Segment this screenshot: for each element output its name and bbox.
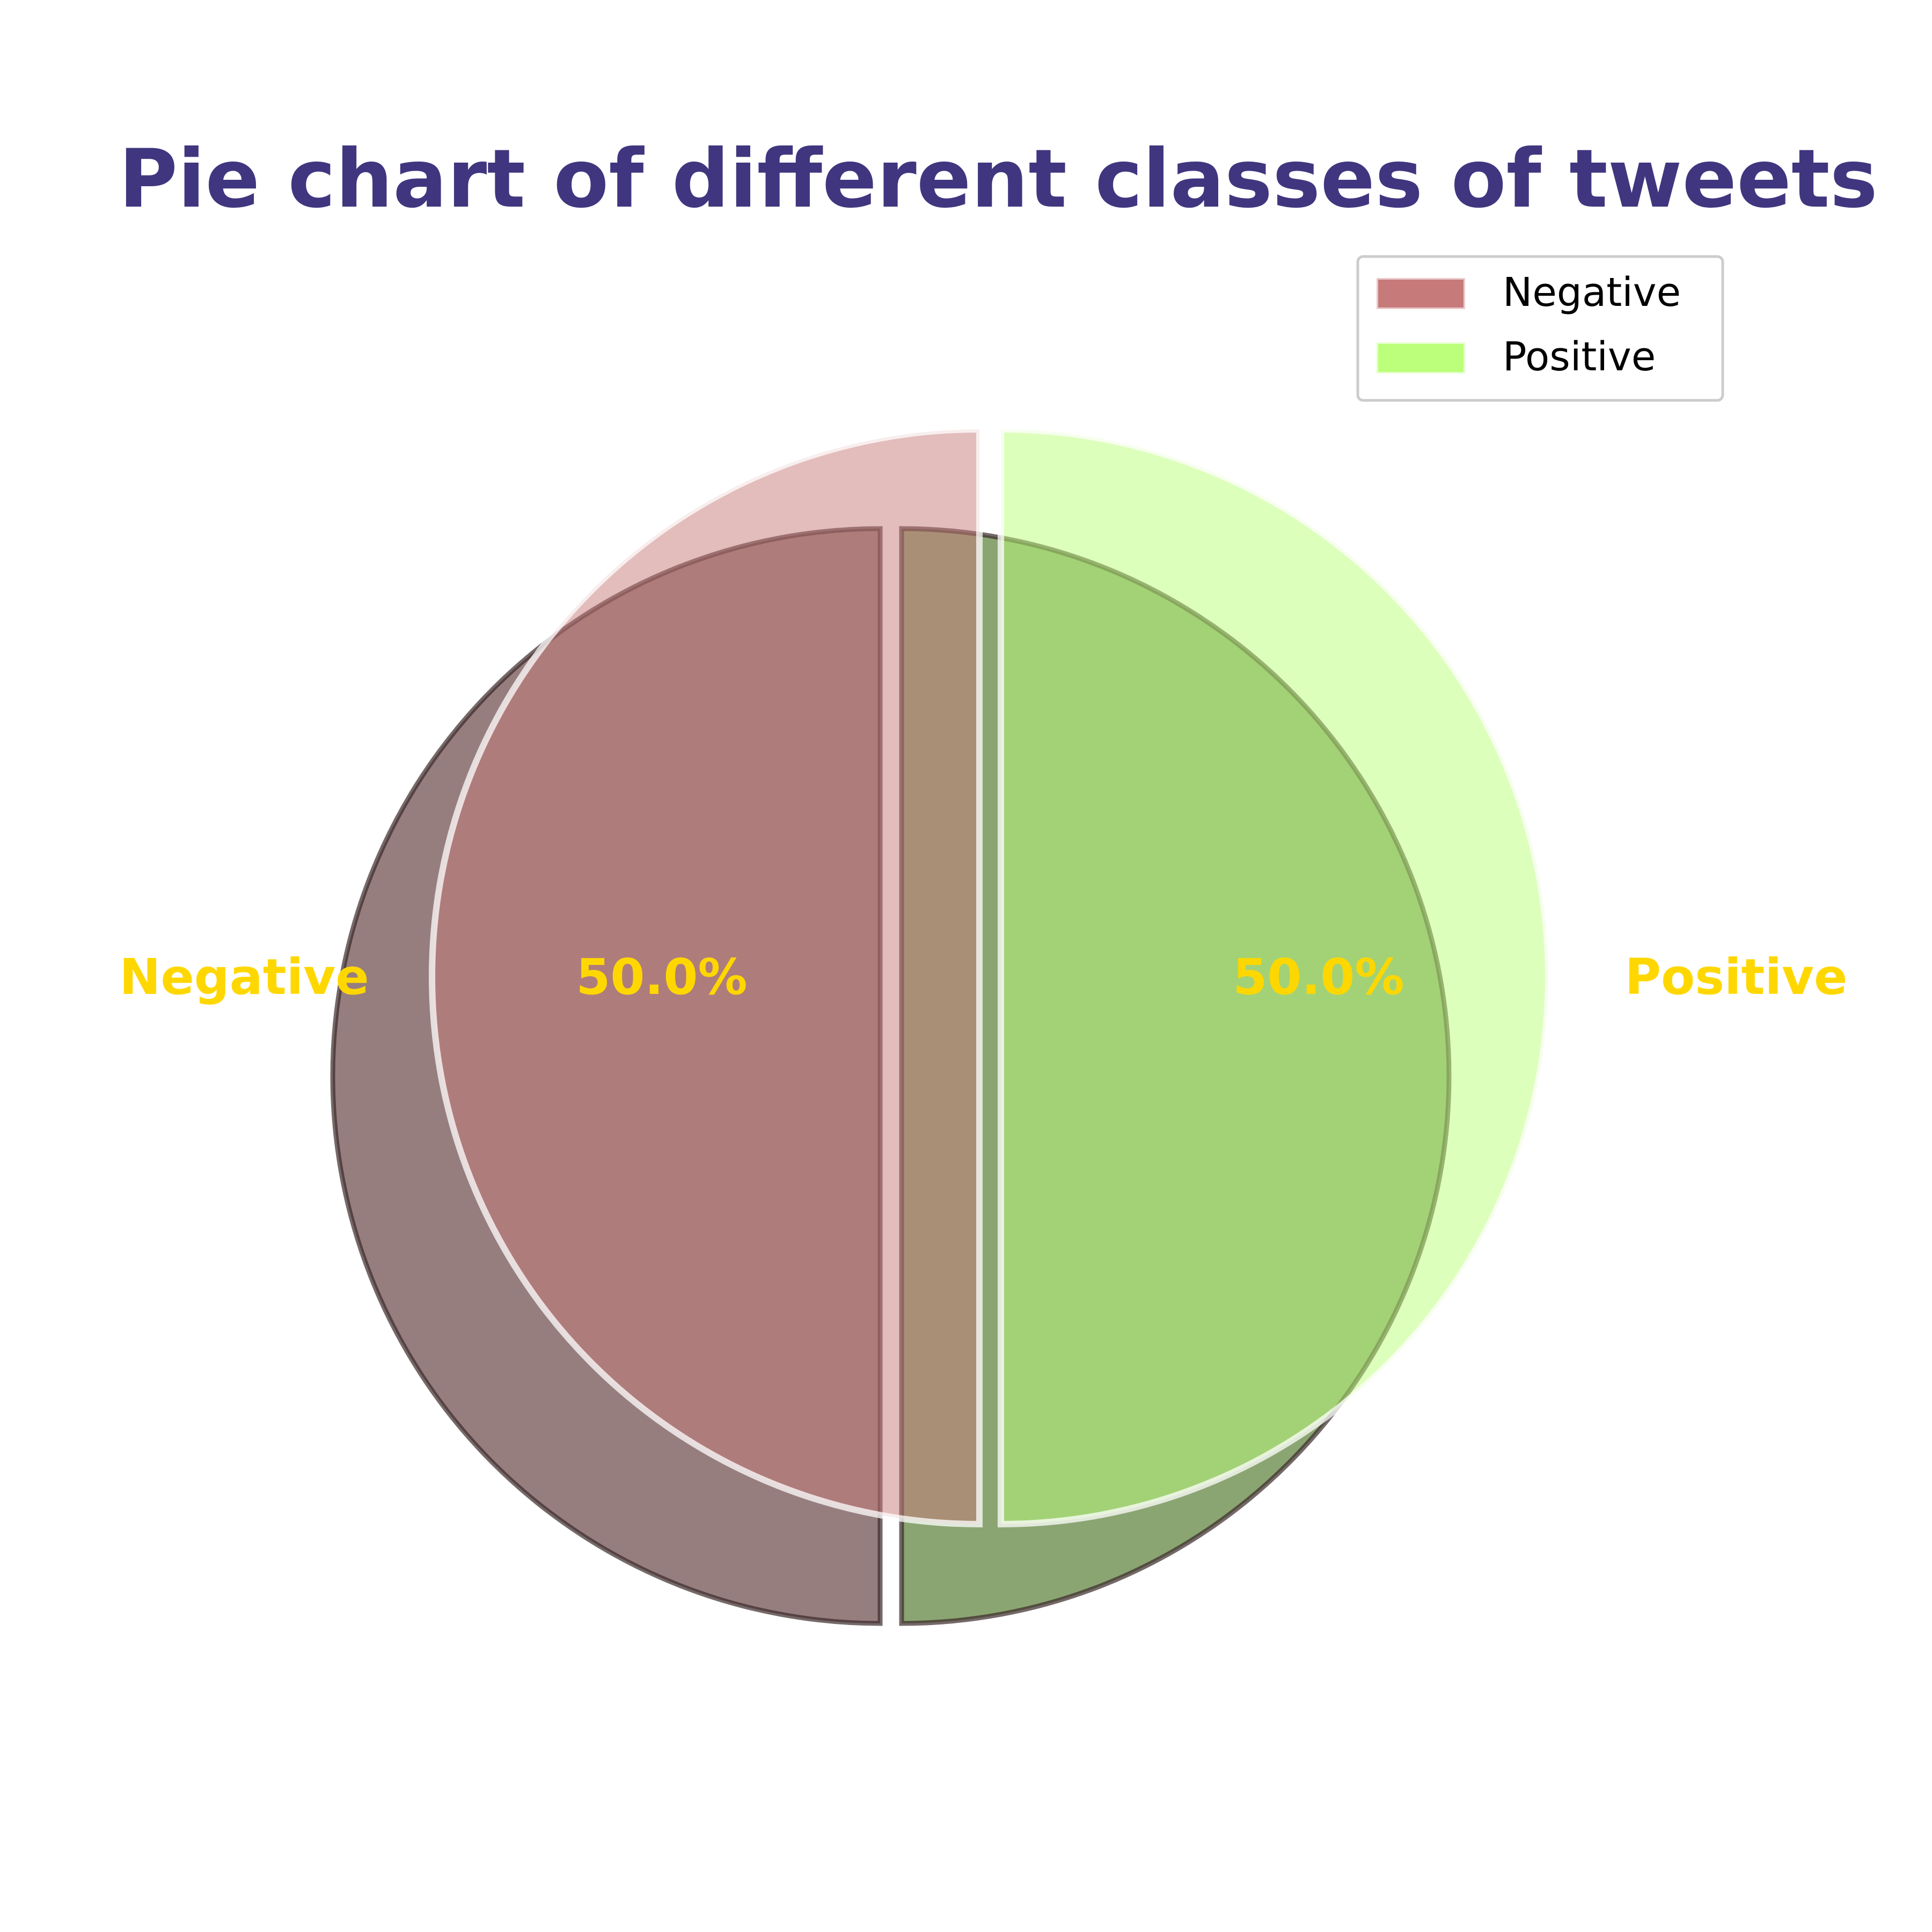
percent-label-negative: 50.0%: [576, 948, 747, 1006]
pie-slice-group: [429, 426, 1552, 1528]
slice-label-negative: Negative: [119, 948, 369, 1006]
pie-slice-negative: [429, 426, 983, 1528]
pie-label-group: Negative 50.0% Positive 50.0%: [119, 948, 1847, 1006]
legend-swatch-negative: [1375, 276, 1467, 311]
legend-swatch-positive: [1375, 341, 1467, 375]
chart-title: Pie chart of different classes of tweets: [119, 133, 1878, 226]
legend: Negative Positive: [1356, 255, 1724, 402]
pie-slice-positive: [998, 426, 1552, 1528]
legend-label-negative: Negative: [1503, 269, 1681, 316]
slice-label-positive: Positive: [1625, 948, 1848, 1006]
percent-label-positive: 50.0%: [1233, 948, 1404, 1006]
legend-label-positive: Positive: [1503, 334, 1656, 380]
